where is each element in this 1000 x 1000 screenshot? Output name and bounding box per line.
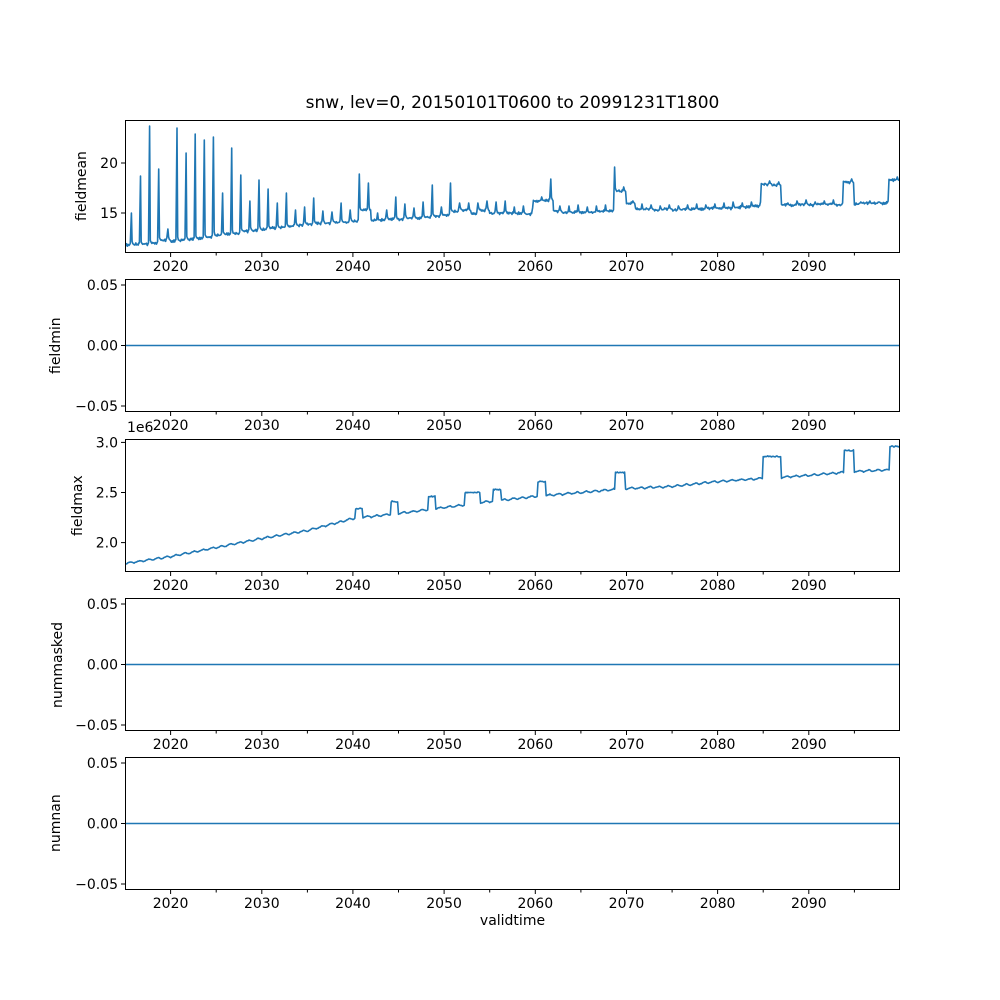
y-tick-label: 0.00 [87, 658, 118, 674]
x-tick-label: 2020 [153, 578, 189, 594]
x-tick-label: 2040 [335, 896, 371, 912]
y-tick-label: 2.0 [96, 536, 118, 552]
x-tick-label: 2060 [517, 737, 553, 753]
x-tick-label: 2090 [791, 259, 827, 275]
x-tick-label: 2020 [153, 418, 189, 434]
data-line [125, 445, 900, 565]
data-line [125, 125, 900, 247]
x-tick-label: 2090 [791, 578, 827, 594]
x-tick-label: 2070 [609, 418, 645, 434]
y-tick-label: 20 [100, 156, 118, 172]
y-axis-label-fieldmin: fieldmin [48, 317, 64, 374]
x-tick-label: 2060 [517, 418, 553, 434]
x-tick-label: 2060 [517, 259, 553, 275]
x-tick-label: 2090 [791, 737, 827, 753]
axes-border [125, 279, 900, 412]
y-tick-label: −0.05 [75, 877, 118, 893]
figure-title: snw, lev=0, 20150101T0600 to 20991231T18… [305, 93, 720, 113]
x-tick-label: 2040 [335, 259, 371, 275]
axes-border [125, 120, 900, 253]
x-tick-label: 2030 [244, 896, 280, 912]
x-tick-label: 2080 [700, 578, 736, 594]
fieldmin-plot: 2020 2030 2040 2050 2060 2070 2080 2090 0.05 0.00… [75, 278, 900, 434]
x-tick-label: 2020 [153, 896, 189, 912]
subplot-numnan: numnan 2020 2030 2040 2050 2060 2070 2080 2090 0… [48, 756, 900, 912]
nummasked-plot: 2020 2030 2040 2050 2060 2070 2080 2090 0.05 0.00… [75, 597, 900, 753]
y-axis-label-fieldmean: fieldmean [74, 151, 90, 222]
x-tick-label: 2050 [426, 259, 462, 275]
y-tick-label: 0.00 [87, 339, 118, 355]
x-tick-label: 2050 [426, 578, 462, 594]
x-tick-label: 2070 [609, 578, 645, 594]
axes-border [125, 598, 900, 731]
y-tick-label: 0.05 [87, 597, 118, 613]
x-tick-label: 2040 [335, 737, 371, 753]
x-tick-label: 2020 [153, 737, 189, 753]
x-tick-label: 2050 [426, 737, 462, 753]
x-tick-label: 2050 [426, 896, 462, 912]
x-tick-label: 2090 [791, 418, 827, 434]
x-tick-label: 2090 [791, 896, 827, 912]
y-tick-label: 2.5 [96, 486, 118, 502]
x-tick-label: 2040 [335, 418, 371, 434]
x-tick-label: 2060 [517, 896, 553, 912]
y-axis-label-numnan: numnan [48, 794, 64, 853]
x-tick-label: 2030 [244, 259, 280, 275]
x-tick-label: 2030 [244, 578, 280, 594]
numnan-plot: 2020 2030 2040 2050 2060 2070 2080 2090 0.05 0.00… [75, 756, 900, 912]
axes-border [125, 439, 900, 572]
y-tick-label: 0.05 [87, 278, 118, 294]
subplot-fieldmean: fieldmean 2020 2030 2040 2050 2060 2070 2080 20… [74, 120, 900, 275]
x-tick-label: 2060 [517, 578, 553, 594]
y-tick-label: −0.05 [75, 718, 118, 734]
y-tick-label: −0.05 [75, 399, 118, 415]
x-axis-label: validtime [479, 913, 546, 929]
y-axis-label-nummasked: nummasked [50, 621, 66, 708]
y-tick-label: 0.00 [87, 817, 118, 833]
y-tick-label: 0.05 [87, 756, 118, 772]
x-tick-label: 2070 [609, 896, 645, 912]
x-tick-label: 2040 [335, 578, 371, 594]
fieldmean-plot: 2020 2030 2040 2050 2060 2070 2080 2090 20 15 [100, 120, 900, 275]
x-tick-label: 2050 [426, 418, 462, 434]
x-tick-label: 2030 [244, 737, 280, 753]
x-tick-label: 2080 [700, 737, 736, 753]
x-tick-label: 2080 [700, 896, 736, 912]
x-tick-label: 2030 [244, 418, 280, 434]
x-tick-label: 2070 [609, 737, 645, 753]
subplot-nummasked: nummasked 2020 2030 2040 2050 2060 2070 2080 20… [50, 597, 900, 753]
y-tick-label: 15 [100, 206, 118, 222]
fieldmax-offset-text: 1e6 [127, 420, 154, 436]
fieldmax-plot: 2020 2030 2040 2050 2060 2070 2080 2090 3.0 2.5 2.… [96, 435, 900, 594]
y-tick-label: 3.0 [96, 435, 118, 451]
x-tick-label: 2020 [153, 259, 189, 275]
subplot-fieldmin: fieldmin 2020 2030 2040 2050 2060 2070 2080 209… [48, 278, 900, 434]
subplot-fieldmax: fieldmax 2020 2030 2040 2050 2060 2070 2080 209… [70, 435, 900, 594]
y-axis-label-fieldmax: fieldmax [70, 475, 86, 536]
x-tick-label: 2080 [700, 259, 736, 275]
x-tick-label: 2070 [609, 259, 645, 275]
axes-border [125, 757, 900, 890]
x-tick-label: 2080 [700, 418, 736, 434]
